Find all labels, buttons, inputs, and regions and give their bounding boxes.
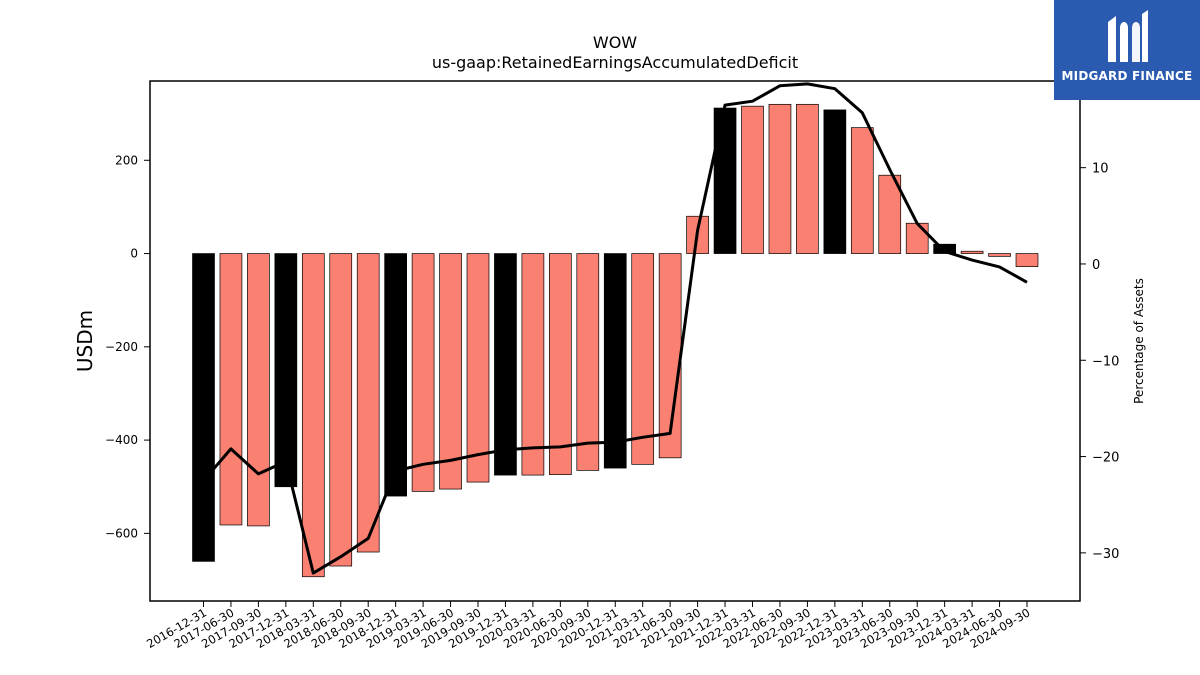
bar-2017-12-31 xyxy=(274,253,298,488)
bar-2020-12-31 xyxy=(603,253,627,469)
bar-2022-06-30 xyxy=(768,103,792,254)
y-tick-label: 200 xyxy=(115,153,138,167)
bar-2020-09-30 xyxy=(576,253,600,471)
bar-2019-03-31 xyxy=(411,253,435,492)
x-axis: 2016-12-312017-06-302017-09-302017-12-31… xyxy=(144,601,1033,651)
plot-frame xyxy=(149,80,1081,602)
bar-2020-06-30 xyxy=(549,253,572,475)
bar-2021-03-31 xyxy=(631,253,655,465)
bar-2022-12-31 xyxy=(823,109,847,254)
chart-subtitle: us-gaap:RetainedEarningsAccumulatedDefic… xyxy=(432,53,798,72)
logo-text: MIDGARD FINANCE xyxy=(1061,69,1193,83)
bar-2016-12-31 xyxy=(192,253,215,562)
y2-tick-label: 0 xyxy=(1092,258,1100,273)
bar-2019-12-31 xyxy=(494,253,517,476)
bar-2023-03-31 xyxy=(850,127,874,254)
y-axis-label: USDm xyxy=(73,310,97,372)
bar-2024-09-30 xyxy=(1015,253,1039,267)
right-y-axis: 10 0 −10 −20 −30 xyxy=(1080,162,1119,562)
bar-2024-06-30 xyxy=(988,253,1011,257)
percent-of-assets-line xyxy=(202,82,1028,575)
bar-2017-06-30 xyxy=(219,253,243,526)
bar-2023-09-30 xyxy=(905,222,929,254)
y2-axis-label: Percentage of Assets xyxy=(1132,278,1146,404)
bar-2018-03-31 xyxy=(301,253,325,578)
y-tick-label: −600 xyxy=(105,526,138,540)
bar-2023-12-31 xyxy=(933,243,956,254)
y2-tick-label: −10 xyxy=(1092,354,1119,369)
bar-2018-06-30 xyxy=(329,253,353,567)
bar-2019-06-30 xyxy=(439,253,462,490)
bar-2024-03-31 xyxy=(960,250,984,254)
line-group xyxy=(202,82,1028,575)
bars-group xyxy=(192,103,1039,578)
bar-2017-09-30 xyxy=(247,253,270,527)
bar-2020-03-31 xyxy=(521,253,545,476)
bar-2022-09-30 xyxy=(796,103,819,254)
bar-2019-09-30 xyxy=(466,253,490,483)
brand-logo: MIDGARD FINANCE xyxy=(1054,0,1200,100)
left-y-axis: 200 0 −200 −400 −600 xyxy=(105,153,150,540)
bar-2018-12-31 xyxy=(384,253,407,497)
y-tick-label: −200 xyxy=(105,340,138,354)
bar-2021-12-31 xyxy=(713,107,737,254)
bar-2018-09-30 xyxy=(356,253,380,553)
bar-2022-03-31 xyxy=(741,105,764,254)
y-tick-label: 0 xyxy=(130,247,138,261)
logo-mark-icon xyxy=(1108,10,1148,62)
y2-tick-label: −20 xyxy=(1092,451,1119,466)
y2-tick-label: 10 xyxy=(1092,162,1109,177)
y2-tick-label: −30 xyxy=(1092,547,1119,562)
y-tick-label: −400 xyxy=(105,433,138,447)
chart-title: WOW xyxy=(593,33,637,52)
bar-2023-06-30 xyxy=(878,174,902,254)
